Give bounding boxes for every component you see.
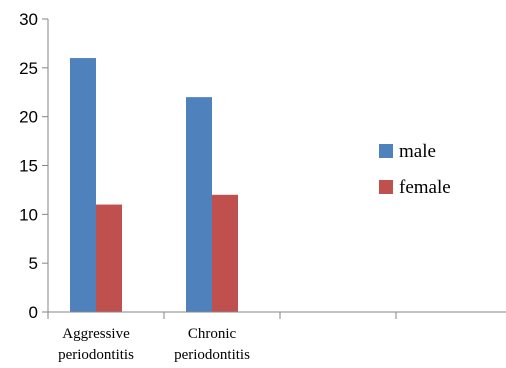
x-axis-ticks: Aggressive periodontitis Chronic periodonti… [47, 312, 397, 363]
bar-female-0 [96, 204, 122, 312]
legend: male female [379, 141, 451, 198]
y-tick-label: 10 [19, 205, 38, 224]
y-axis-ticks: 0 5 10 15 20 25 30 [19, 10, 48, 322]
x-tick-label: periodontitis [58, 347, 134, 363]
y-tick-label: 20 [19, 108, 38, 127]
legend-swatch-female [379, 180, 393, 194]
legend-label-female: female [399, 177, 451, 198]
bar-male-0 [70, 58, 96, 312]
legend-swatch-male [379, 144, 393, 158]
bar-female-1 [212, 194, 238, 312]
y-tick-label: 0 [29, 303, 38, 322]
x-tick-label: Chronic [188, 326, 237, 342]
legend-label-male: male [399, 141, 436, 162]
y-tick-label: 30 [19, 10, 38, 29]
y-tick-label: 15 [19, 157, 38, 176]
bars [70, 58, 238, 312]
bar-male-1 [186, 97, 212, 312]
x-tick-label: Aggressive [62, 326, 130, 342]
y-tick-label: 5 [29, 254, 38, 273]
x-tick-label: periodontitis [174, 347, 250, 363]
y-tick-label: 25 [19, 59, 38, 78]
